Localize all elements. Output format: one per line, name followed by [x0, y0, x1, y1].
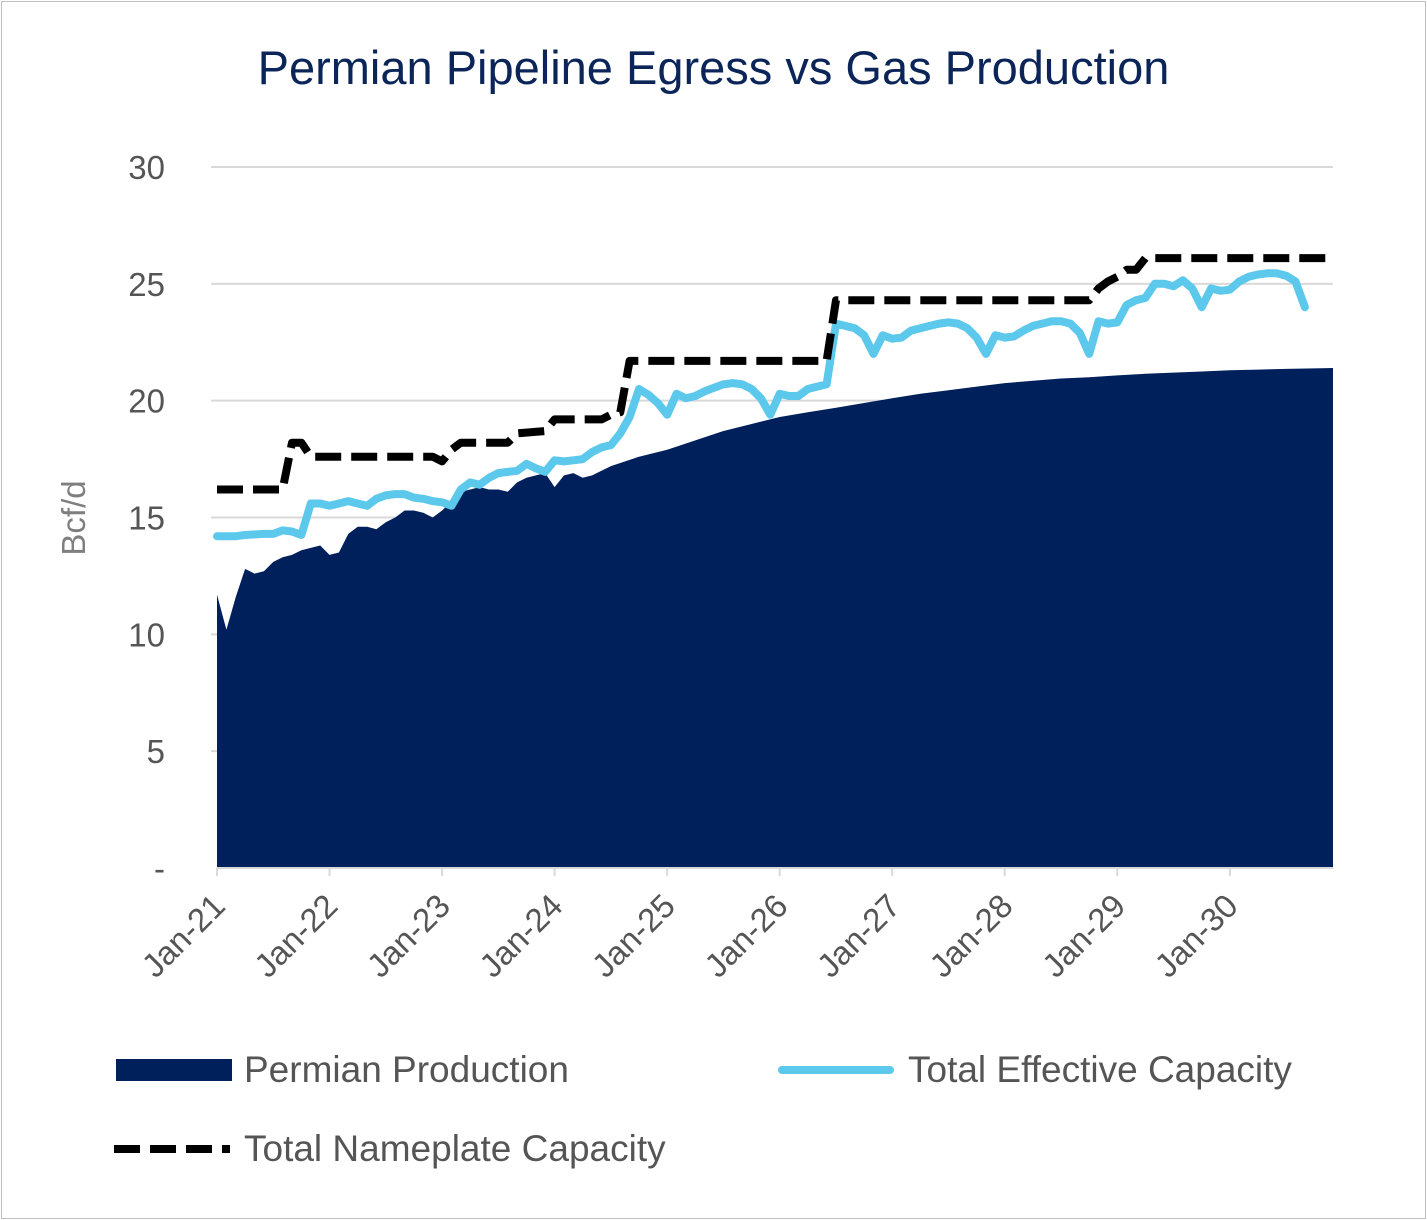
series-total-nameplate-capacity [217, 254, 1333, 494]
legend-item-effective-capacity: Total Effective Capacity [778, 1049, 1292, 1091]
legend-swatch-area [116, 1059, 232, 1081]
y-axis-label: Bcf/d [55, 480, 92, 555]
x-tick-label: Jan-22 [247, 887, 345, 985]
legend-label: Total Effective Capacity [908, 1049, 1292, 1090]
y-tick-label: - [154, 850, 165, 887]
x-axis: Jan-21 Jan-22 Jan-23 Jan-24 Jan-25 Jan-26 Jan-… [134, 867, 1333, 985]
x-tick-label: Jan-29 [1035, 887, 1133, 985]
legend-label: Permian Production [244, 1049, 569, 1090]
x-tick-label: Jan-25 [585, 887, 683, 985]
x-tick-label: Jan-28 [922, 887, 1020, 985]
legend-label: Total Nameplate Capacity [244, 1128, 666, 1169]
capacity-lines [213, 254, 1333, 541]
legend-item-permian-production: Permian Production [116, 1049, 569, 1091]
x-tick-label: Jan-27 [810, 887, 908, 985]
x-tick-label: Jan-30 [1147, 887, 1245, 985]
y-tick-label: 15 [128, 500, 165, 537]
x-tick-label: Jan-23 [360, 887, 458, 985]
y-axis: - 5 10 15 20 25 30 [128, 149, 165, 887]
y-tick-label: 30 [128, 149, 165, 186]
series-total-effective-capacity [213, 269, 1309, 541]
y-tick-label: 25 [128, 266, 165, 303]
y-tick-label: 5 [147, 733, 165, 770]
y-tick-label: 20 [128, 383, 165, 420]
x-tick-label: Jan-21 [134, 887, 232, 985]
legend-swatch-dashed [114, 1145, 230, 1153]
y-tick-label: 10 [128, 616, 165, 653]
x-tick-label: Jan-26 [697, 887, 795, 985]
series-permian-production [217, 368, 1333, 868]
x-tick-label: Jan-24 [472, 887, 570, 985]
legend-item-nameplate-capacity: Total Nameplate Capacity [114, 1128, 666, 1170]
chart-title: Permian Pipeline Egress vs Gas Productio… [257, 41, 1170, 94]
permian-production-area [217, 368, 1333, 868]
legend-swatch-line [778, 1066, 894, 1074]
